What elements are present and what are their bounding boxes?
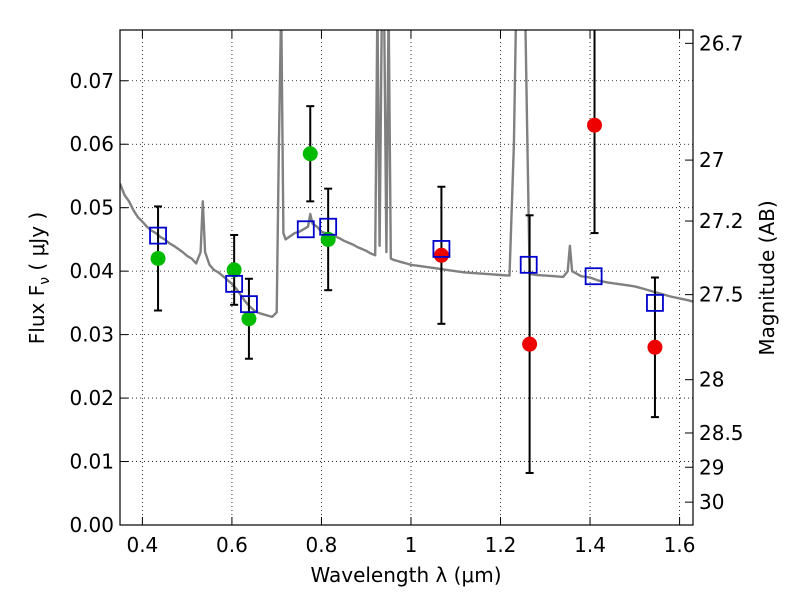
plot-area	[120, 30, 693, 474]
y2-tick-label: 28.5	[699, 421, 744, 445]
y-axis-label-sub: ν	[37, 277, 53, 285]
sed-line	[120, 30, 693, 318]
y2-tick-label: 29	[699, 455, 724, 479]
red-point	[647, 339, 663, 355]
model-square	[240, 295, 258, 314]
model-square	[225, 274, 244, 293]
green-point	[150, 250, 166, 266]
model-square	[646, 293, 664, 312]
red-point	[587, 117, 603, 133]
x-tick-label: 0.4	[126, 533, 158, 557]
photometry-points	[150, 117, 663, 355]
model-square	[584, 267, 603, 286]
y2-tick-label: 27.5	[699, 283, 744, 307]
x-tick-label: 1.2	[485, 533, 517, 557]
red-point	[433, 247, 449, 263]
y2-tick-label: 30	[699, 490, 724, 514]
green-point	[320, 231, 336, 247]
y-tick-label: 0.03	[69, 323, 114, 347]
y-tick-label: 0.07	[69, 69, 114, 93]
model-square	[296, 220, 315, 239]
x-tick-label: 1.6	[664, 533, 696, 557]
y-axis-label-main: Flux F	[25, 285, 49, 344]
x-tick-label: 0.6	[216, 533, 248, 557]
green-point	[302, 146, 318, 162]
y2-tick-label: 27	[699, 148, 724, 172]
grid	[120, 30, 693, 526]
y-tick-label: 0.06	[69, 132, 114, 156]
x-tick-label: 1	[405, 533, 418, 557]
ticks: 0.4 0.6 0.8 1 1.2 1.4 1.6 0.00 0.01 0.02 0.03 0.04 0…	[69, 30, 744, 557]
y-axis-label-unit: ( μJy )	[25, 212, 49, 277]
x-tick-label: 1.4	[574, 533, 606, 557]
x-axis-label: Wavelength λ (μm)	[310, 563, 501, 587]
y-axis-label: Flux Fν ( μJy )	[25, 212, 53, 344]
green-point	[226, 262, 242, 278]
y2-tick-label: 26.7	[699, 31, 744, 55]
green-point	[241, 311, 257, 327]
model-square	[519, 255, 538, 274]
y2-tick-label: 28	[699, 368, 724, 392]
plot-frame	[119, 29, 694, 526]
model-square	[432, 240, 451, 258]
y2-tick-label: 27.2	[699, 209, 744, 233]
red-point	[522, 336, 538, 352]
y2-axis-label: Magnitude (AB)	[755, 200, 779, 355]
model-square	[149, 226, 167, 245]
y-tick-label: 0.05	[69, 196, 114, 220]
model-square	[319, 217, 338, 236]
model-squares	[149, 217, 664, 314]
y-tick-label: 0.04	[69, 259, 114, 283]
y-tick-label: 0.02	[69, 386, 114, 410]
y-tick-label: 0.00	[69, 513, 114, 537]
errorbars	[154, 30, 659, 474]
x-tick-label: 0.8	[306, 533, 338, 557]
sed-model-line	[120, 30, 693, 318]
y-tick-label: 0.01	[69, 450, 114, 474]
